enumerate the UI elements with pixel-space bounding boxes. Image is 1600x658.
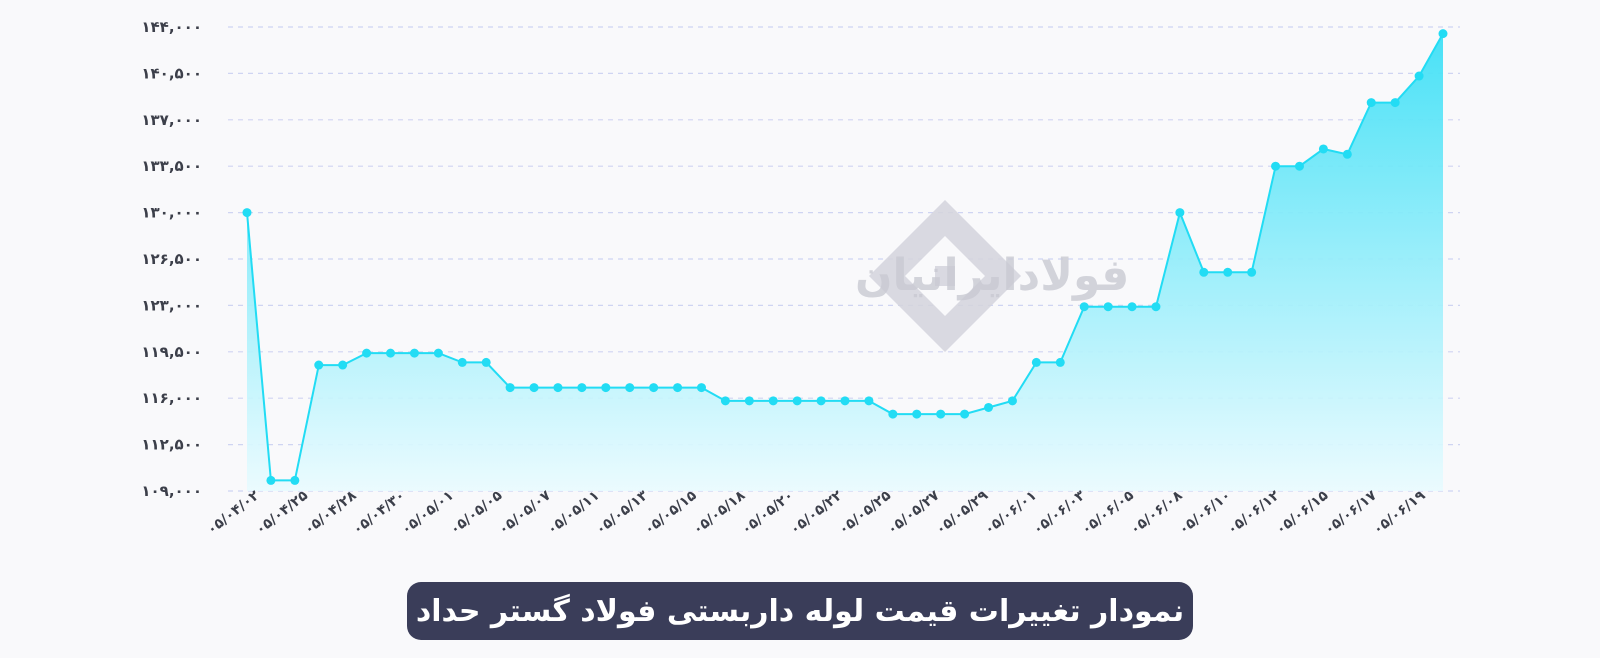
data-point bbox=[1319, 144, 1328, 153]
chart-title-box: نمودار تغییرات قیمت لوله داربستی فولاد گ… bbox=[407, 582, 1193, 640]
x-tick-label: ۰۵/۰۶/۱۵ bbox=[1273, 487, 1332, 538]
data-point bbox=[1367, 98, 1376, 107]
x-tick-label: ۰۵/۰۵/۱۵ bbox=[641, 487, 700, 538]
data-point bbox=[793, 396, 802, 405]
y-tick-label: ۱۰۹,۰۰۰ bbox=[141, 482, 202, 500]
x-tick-label: ۰۵/۰۵/۰۷ bbox=[496, 487, 555, 538]
x-tick-label: ۰۵/۰۵/۲۲ bbox=[787, 487, 846, 538]
x-tick-label: ۰۵/۰۶/۰۵ bbox=[1079, 487, 1138, 538]
data-point bbox=[1439, 29, 1448, 38]
x-tick-label: ۰۵/۰۵/۲۰ bbox=[739, 488, 797, 538]
data-point bbox=[290, 476, 299, 485]
y-tick-label: ۱۲۶,۵۰۰ bbox=[141, 250, 202, 268]
data-point bbox=[841, 396, 850, 405]
data-point bbox=[625, 383, 634, 392]
data-point bbox=[649, 383, 658, 392]
x-tick-label: ۰۵/۰۶/۱۰ bbox=[1176, 488, 1234, 538]
data-point bbox=[1271, 162, 1280, 171]
x-tick-label: ۰۵/۰۵/۲۷ bbox=[884, 487, 943, 538]
x-tick-label: ۰۵/۰۶/۱۷ bbox=[1322, 487, 1381, 538]
data-point bbox=[386, 349, 395, 358]
data-point bbox=[1104, 302, 1113, 311]
data-point bbox=[1175, 208, 1184, 217]
data-point bbox=[577, 383, 586, 392]
data-point bbox=[410, 349, 419, 358]
data-point bbox=[266, 476, 275, 485]
data-point bbox=[601, 383, 610, 392]
data-point bbox=[864, 396, 873, 405]
x-tick-label: ۰۵/۰۶/۱۲ bbox=[1224, 487, 1283, 538]
x-tick-label: ۰۵/۰۶/۰۳ bbox=[1030, 487, 1089, 538]
data-point bbox=[314, 361, 323, 370]
y-tick-label: ۱۱۶,۰۰۰ bbox=[141, 389, 202, 407]
data-point bbox=[769, 396, 778, 405]
data-point bbox=[1415, 72, 1424, 81]
x-tick-label: ۰۵/۰۵/۱۱ bbox=[544, 488, 602, 538]
chart-title: نمودار تغییرات قیمت لوله داربستی فولاد گ… bbox=[416, 594, 1184, 629]
data-point bbox=[482, 358, 491, 367]
x-tick-label: ۰۵/۰۴/۰۲ bbox=[204, 487, 263, 538]
x-tick-label: ۰۵/۰۵/۲۹ bbox=[933, 487, 992, 538]
data-point bbox=[530, 383, 539, 392]
watermark-text: فولادایرانیان bbox=[855, 250, 1129, 301]
data-point bbox=[984, 403, 993, 412]
data-point bbox=[1080, 302, 1089, 311]
data-point bbox=[1391, 98, 1400, 107]
data-point bbox=[1008, 396, 1017, 405]
data-point bbox=[243, 208, 252, 217]
x-tick-label: ۰۵/۰۵/۲۵ bbox=[836, 487, 895, 538]
y-axis: ۱۰۹,۰۰۰ ۱۱۲,۵۰۰ ۱۱۶,۰۰۰ ۱۱۹,۵۰۰ ۱۲۳,۰۰۰ ۱۲۶,۵… bbox=[141, 18, 202, 500]
data-point bbox=[936, 410, 945, 419]
y-tick-label: ۱۴۰,۵۰۰ bbox=[141, 64, 202, 82]
x-tick-label: ۰۵/۰۴/۳۰ bbox=[350, 488, 408, 538]
y-tick-label: ۱۱۲,۵۰۰ bbox=[141, 436, 202, 454]
x-tick-label: ۰۵/۰۴/۲۸ bbox=[301, 487, 360, 538]
data-point bbox=[362, 349, 371, 358]
data-point bbox=[553, 383, 562, 392]
data-point bbox=[697, 383, 706, 392]
data-point bbox=[1295, 162, 1304, 171]
x-tick-label: ۰۵/۰۶/۰۸ bbox=[1127, 487, 1186, 538]
data-point bbox=[1056, 358, 1065, 367]
price-chart: ۱۰۹,۰۰۰ ۱۱۲,۵۰۰ ۱۱۶,۰۰۰ ۱۱۹,۵۰۰ ۱۲۳,۰۰۰ ۱۲۶,۵… bbox=[0, 0, 1600, 580]
y-tick-label: ۱۲۳,۰۰۰ bbox=[141, 296, 202, 314]
price-area bbox=[247, 34, 1443, 491]
data-point bbox=[1151, 302, 1160, 311]
data-point bbox=[888, 410, 897, 419]
x-tick-label: ۰۵/۰۵/۱۸ bbox=[690, 487, 749, 538]
x-axis: ۰۵/۰۴/۰۲۰۵/۰۴/۲۵۰۵/۰۴/۲۸۰۵/۰۴/۳۰۰۵/۰۵/۰۱… bbox=[204, 487, 1429, 538]
x-tick-label: ۰۵/۰۶/۱۹ bbox=[1370, 487, 1429, 538]
data-point bbox=[1343, 150, 1352, 159]
x-tick-label: ۰۵/۰۶/۰۱ bbox=[981, 488, 1039, 538]
y-tick-label: ۱۳۳,۵۰۰ bbox=[141, 157, 202, 175]
data-point bbox=[1199, 268, 1208, 277]
data-point bbox=[1223, 268, 1232, 277]
data-point bbox=[338, 361, 347, 370]
data-point bbox=[506, 383, 515, 392]
data-point bbox=[434, 349, 443, 358]
y-tick-label: ۱۴۴,۰۰۰ bbox=[141, 18, 202, 36]
x-tick-label: ۰۵/۰۵/۰۵ bbox=[447, 487, 506, 538]
data-point bbox=[721, 396, 730, 405]
data-point bbox=[960, 410, 969, 419]
data-point bbox=[458, 358, 467, 367]
y-tick-label: ۱۱۹,۵۰۰ bbox=[141, 343, 202, 361]
data-point bbox=[1032, 358, 1041, 367]
data-point bbox=[817, 396, 826, 405]
x-tick-label: ۰۵/۰۴/۲۵ bbox=[253, 487, 312, 538]
data-point bbox=[673, 383, 682, 392]
y-tick-label: ۱۳۷,۰۰۰ bbox=[141, 111, 202, 129]
x-tick-label: ۰۵/۰۵/۰۱ bbox=[398, 488, 456, 538]
data-point bbox=[1128, 302, 1137, 311]
x-tick-label: ۰۵/۰۵/۱۳ bbox=[593, 487, 652, 538]
data-point bbox=[912, 410, 921, 419]
y-tick-label: ۱۳۰,۰۰۰ bbox=[141, 204, 202, 222]
data-point bbox=[745, 396, 754, 405]
data-point bbox=[1247, 268, 1256, 277]
